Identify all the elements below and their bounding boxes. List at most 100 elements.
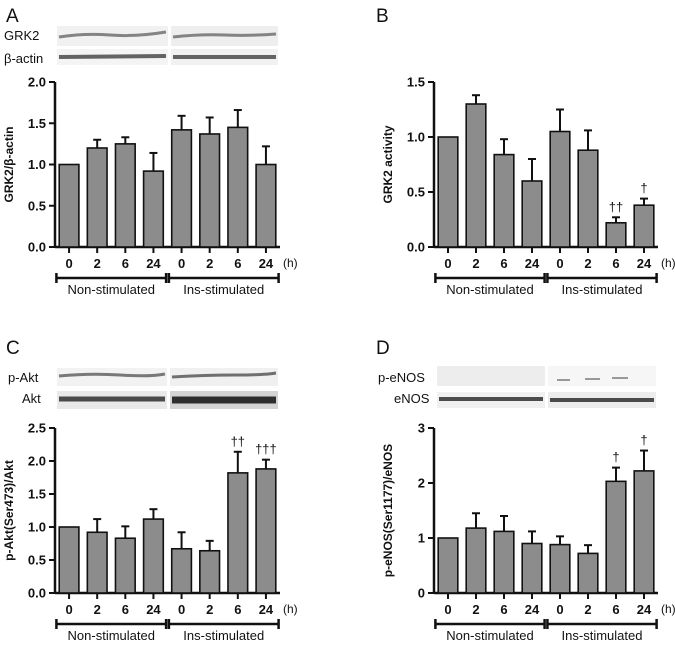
panel-B-significance-mark: † [640, 181, 647, 196]
panel-C-x-tick-label: 2 [206, 602, 213, 617]
panel-B-bar [521, 180, 543, 248]
panel-B-x-tick-label: 6 [500, 256, 507, 271]
panel-D-y-tick-label: 2 [418, 476, 425, 491]
panel-C-group-label: Ins-stimulated [183, 628, 264, 643]
panel-C-x-tick-label: 6 [234, 602, 241, 617]
panel-A-bar [255, 163, 277, 248]
panel-B-bar [549, 130, 571, 248]
panel-A-bar [142, 170, 165, 248]
panel-D-x-tick-label: 24 [637, 602, 652, 617]
panel-D-x-tick-label: 6 [500, 602, 507, 617]
panel-C-blot-label-akt: Akt [22, 391, 41, 406]
panel-C-y-tick-label: 1.5 [28, 487, 46, 502]
panel-B-bar [437, 136, 459, 248]
panel-D-bar [633, 470, 655, 594]
panel-A-x-tick-label: 2 [206, 256, 213, 271]
panel-D-y-tick-label: 0 [418, 586, 425, 601]
panel-D-y-axis-title: p-eNOS(Ser1177)/eNOS [381, 444, 395, 577]
panel-D-blot-label-p-enos: p-eNOS [378, 370, 425, 385]
panel-D-bar [437, 537, 459, 594]
panel-D-x-unit-label: (h) [661, 602, 675, 616]
panel-D-letter: D [376, 338, 390, 359]
panel-C-y-tick-label: 0.0 [28, 586, 46, 601]
panel-C-y-axis-title: p-Akt(Ser473)/Akt [2, 460, 16, 561]
panel-D-significance-mark: † [612, 450, 619, 465]
panel-C-chart: 0.0 0.5 1.0 1.5 2.0 2.5 p-Akt(Ser473)/Akt 0 2 6 24… [2, 421, 298, 644]
panel-D-x-tick-label: 24 [525, 602, 540, 617]
panel-D-bar [605, 480, 627, 594]
panel-B-y-tick-label: 1.5 [407, 75, 425, 90]
panel-D-bar [465, 527, 487, 594]
panel-D-significance-mark: † [640, 433, 647, 448]
panel-C-significance-mark: †† [231, 434, 245, 449]
panel-B-x-unit-label: (h) [661, 256, 675, 270]
panel-A-x-tick-label: 6 [122, 256, 129, 271]
panel-C-bar [255, 468, 277, 594]
panel-A-y-tick-label: 2.0 [28, 75, 46, 90]
panel-A-x-tick-label: 0 [65, 256, 72, 271]
panel-A-bar [86, 147, 108, 248]
panel-C-y-tick-label: 1.0 [28, 520, 46, 535]
panel-D-bar [493, 530, 515, 594]
panel-B-x-tick-label: 6 [612, 256, 619, 271]
panel-B-letter: B [376, 6, 389, 27]
panel-C-blot-image [57, 368, 278, 409]
panel-B-bar [493, 153, 515, 248]
panel-C-x-unit-label: (h) [283, 602, 298, 616]
panel-D-x-tick-label: 0 [444, 602, 451, 617]
panel-B-x-tick-label: 0 [556, 256, 563, 271]
panel-C-bar [227, 472, 249, 594]
panel-B-x-tick-label: 24 [525, 256, 540, 271]
panel-A-y-tick-label: 0.5 [28, 198, 46, 213]
panel-A-x-tick-label: 6 [234, 256, 241, 271]
panel-B-bar [465, 103, 487, 248]
panel-D-bar [577, 552, 599, 594]
panel-C-group-label: Non-stimulated [68, 628, 155, 643]
panel-C-bar [86, 531, 108, 594]
panel-D-y-tick-label: 3 [418, 421, 425, 436]
panel-C-bar [199, 549, 221, 594]
panel-C-x-tick-label: 0 [178, 602, 185, 617]
panel-A-bar [114, 143, 136, 248]
panel-A-y-axis-title: GRK2/β-actin [2, 126, 16, 202]
panel-D-x-tick-label: 0 [556, 602, 563, 617]
panel-C-blot-label-p-akt: p-Akt [8, 370, 39, 385]
panel-A-chart: 0.0 0.5 1.0 1.5 2.0 GRK2/β-actin 0 2 6 24 0 2 6 24 (h)… [2, 75, 298, 298]
panel-A-group-label: Ins-stimulated [183, 282, 264, 297]
panel-A-bar [58, 163, 80, 248]
panel-D-x-tick-label: 6 [612, 602, 619, 617]
panel-B-bar [633, 204, 655, 248]
panel-B-significance-mark: †† [609, 199, 623, 214]
panel-C-x-tick-label: 6 [122, 602, 129, 617]
panel-B-x-tick-label: 24 [637, 256, 652, 271]
panel-B-y-axis-title: GRK2 activity [381, 125, 395, 203]
panel-C-letter: C [6, 338, 20, 359]
panel-C-x-tick-label: 2 [94, 602, 101, 617]
panel-A-bar [227, 126, 249, 248]
panel-B-y-tick-label: 0.5 [407, 185, 425, 200]
panel-C-x-tick-label: 24 [146, 602, 161, 617]
panel-A-y-tick-label: 0.0 [28, 240, 46, 255]
panel-A-blot-label-beta-actin: β-actin [4, 51, 43, 66]
panel-B-x-tick-label: 0 [444, 256, 451, 271]
panel-D-group-label: Non-stimulated [446, 628, 533, 643]
panel-B-group-label: Ins-stimulated [562, 282, 643, 297]
panel-A-letter: A [6, 6, 19, 27]
panel-D-y-tick-label: 1 [418, 531, 425, 546]
panel-A-bar [170, 129, 193, 248]
panel-D-bar [549, 543, 571, 594]
panel-B-y-tick-label: 0.0 [407, 240, 425, 255]
panel-C-bar [170, 547, 193, 594]
panel-D-x-tick-label: 2 [584, 602, 591, 617]
panel-A-blot-image [57, 26, 278, 65]
panel-D-chart: 0 1 2 3 p-eNOS(Ser1177)/eNOS 0 2 6 24 0 2 6 † 24 † (h) N… [381, 421, 675, 644]
panel-A-x-unit-label: (h) [283, 256, 298, 270]
panel-A-x-tick-label: 24 [146, 256, 161, 271]
panel-C-bar [142, 518, 165, 594]
panel-B-chart: 0.0 0.5 1.0 1.5 GRK2 activity 0 2 6 24 0 2 6 †† 24 † (h… [381, 75, 675, 298]
panel-C-bar [114, 537, 136, 594]
panel-B-group-label: Non-stimulated [446, 282, 533, 297]
panel-C-y-tick-label: 0.5 [28, 553, 46, 568]
panel-A-x-tick-label: 2 [94, 256, 101, 271]
